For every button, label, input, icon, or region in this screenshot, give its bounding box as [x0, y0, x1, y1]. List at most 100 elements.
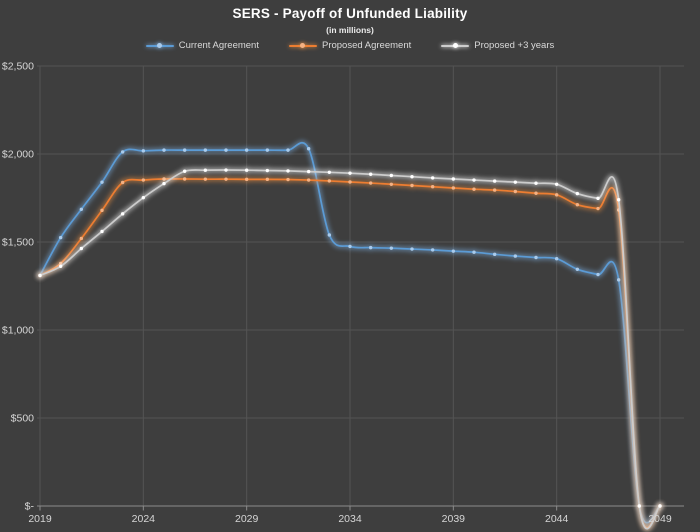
data-point-marker	[327, 233, 332, 237]
data-point-marker	[534, 181, 538, 185]
data-point-marker	[265, 177, 270, 182]
data-point-marker	[162, 181, 166, 186]
series-proposed-agreement	[38, 177, 662, 529]
data-point-marker	[389, 246, 394, 250]
data-point-marker	[430, 185, 435, 189]
data-point-marker	[58, 235, 63, 240]
data-point-marker	[575, 267, 580, 271]
data-point-marker	[534, 191, 538, 195]
x-tick-label: 2029	[235, 513, 259, 525]
data-point-marker	[616, 198, 621, 202]
data-point-marker	[616, 278, 621, 282]
data-point-marker	[265, 168, 270, 173]
x-tick-label: 2034	[338, 513, 362, 525]
data-point-marker	[141, 149, 146, 153]
data-point-marker	[658, 504, 662, 508]
chart-subtitle: (in millions)	[326, 25, 374, 35]
data-point-marker	[430, 176, 435, 180]
data-point-marker	[410, 183, 414, 188]
legend: Current Agreement Proposed Agreement Pro…	[0, 40, 700, 51]
legend-item-proposed-plus-3-years: Proposed +3 years	[441, 40, 554, 51]
data-point-marker	[513, 189, 518, 194]
data-point-marker	[410, 247, 414, 251]
data-point-marker	[182, 169, 187, 173]
legend-item-current-agreement: Current Agreement	[145, 40, 259, 51]
data-point-marker	[554, 193, 559, 197]
data-point-marker	[327, 170, 332, 175]
data-point-marker	[100, 229, 104, 234]
data-point-marker	[224, 148, 228, 152]
data-point-marker	[265, 148, 270, 152]
data-point-marker	[79, 246, 84, 251]
x-tick-label: 2019	[28, 513, 52, 525]
gridlines	[37, 65, 684, 507]
data-point-marker	[162, 177, 166, 181]
legend-item-proposed-agreement: Proposed Agreement	[288, 40, 412, 51]
data-point-marker	[141, 178, 146, 182]
y-tick-label: $500	[11, 413, 35, 425]
y-tick-label: $1,000	[2, 325, 34, 337]
chart-title: SERS - Payoff of Unfunded Liability	[232, 6, 468, 21]
data-point-marker	[368, 181, 373, 185]
x-tick-label: 2024	[132, 513, 156, 525]
data-point-marker	[348, 180, 352, 184]
data-point-marker	[100, 180, 104, 184]
data-point-marker	[79, 236, 84, 241]
data-point-marker	[58, 264, 63, 268]
data-point-marker	[430, 248, 435, 252]
data-point-marker	[79, 207, 84, 211]
data-point-marker	[451, 186, 456, 190]
data-point-marker	[38, 273, 42, 278]
data-point-marker	[348, 171, 352, 175]
data-point-marker	[451, 177, 456, 181]
data-point-marker	[120, 180, 125, 185]
legend-line-marker-swatch	[288, 42, 317, 49]
data-point-marker	[472, 250, 476, 254]
data-point-marker	[513, 254, 518, 258]
data-point-marker	[389, 173, 394, 178]
data-point-marker	[534, 255, 538, 260]
data-point-marker	[203, 177, 208, 181]
data-point-marker	[410, 175, 414, 179]
axes	[37, 505, 684, 511]
legend-line-marker-swatch	[145, 42, 174, 49]
data-point-marker	[451, 249, 456, 253]
data-point-marker	[596, 196, 600, 201]
data-point-marker	[182, 177, 187, 181]
legend-label: Proposed +3 years	[474, 40, 555, 51]
data-point-marker	[182, 148, 187, 152]
data-point-marker	[141, 195, 146, 200]
data-point-marker	[120, 212, 125, 216]
data-point-marker	[306, 147, 311, 151]
y-tick-label: $-	[25, 501, 35, 513]
data-point-marker	[244, 177, 249, 182]
y-tick-label: $2,000	[2, 149, 34, 161]
data-point-marker	[596, 272, 600, 277]
data-point-marker	[203, 168, 208, 172]
data-point-marker	[100, 208, 104, 213]
series-lines	[36, 140, 664, 531]
data-point-marker	[472, 187, 476, 191]
data-point-marker	[554, 257, 559, 261]
series-line-proposed-agreement	[39, 178, 661, 529]
data-point-marker	[492, 252, 497, 257]
data-point-marker	[120, 150, 125, 154]
data-point-marker	[327, 179, 332, 183]
data-point-marker	[244, 168, 249, 172]
data-point-marker	[244, 148, 249, 152]
data-point-marker	[286, 177, 290, 182]
data-point-marker	[368, 245, 373, 250]
legend-label: Proposed Agreement	[321, 40, 412, 51]
data-point-marker	[389, 182, 394, 186]
data-point-marker	[492, 188, 497, 192]
data-point-marker	[162, 148, 166, 152]
data-point-marker	[575, 191, 580, 196]
x-tick-label: 2044	[545, 513, 569, 525]
x-tick-label: 2049	[648, 513, 672, 525]
data-point-marker	[554, 182, 559, 186]
data-point-marker	[368, 172, 373, 176]
axis-labels: $- $500 $1,000 $1,500 $2,000 $2,500 2019 2024 20…	[2, 61, 672, 526]
data-point-marker	[203, 148, 208, 152]
